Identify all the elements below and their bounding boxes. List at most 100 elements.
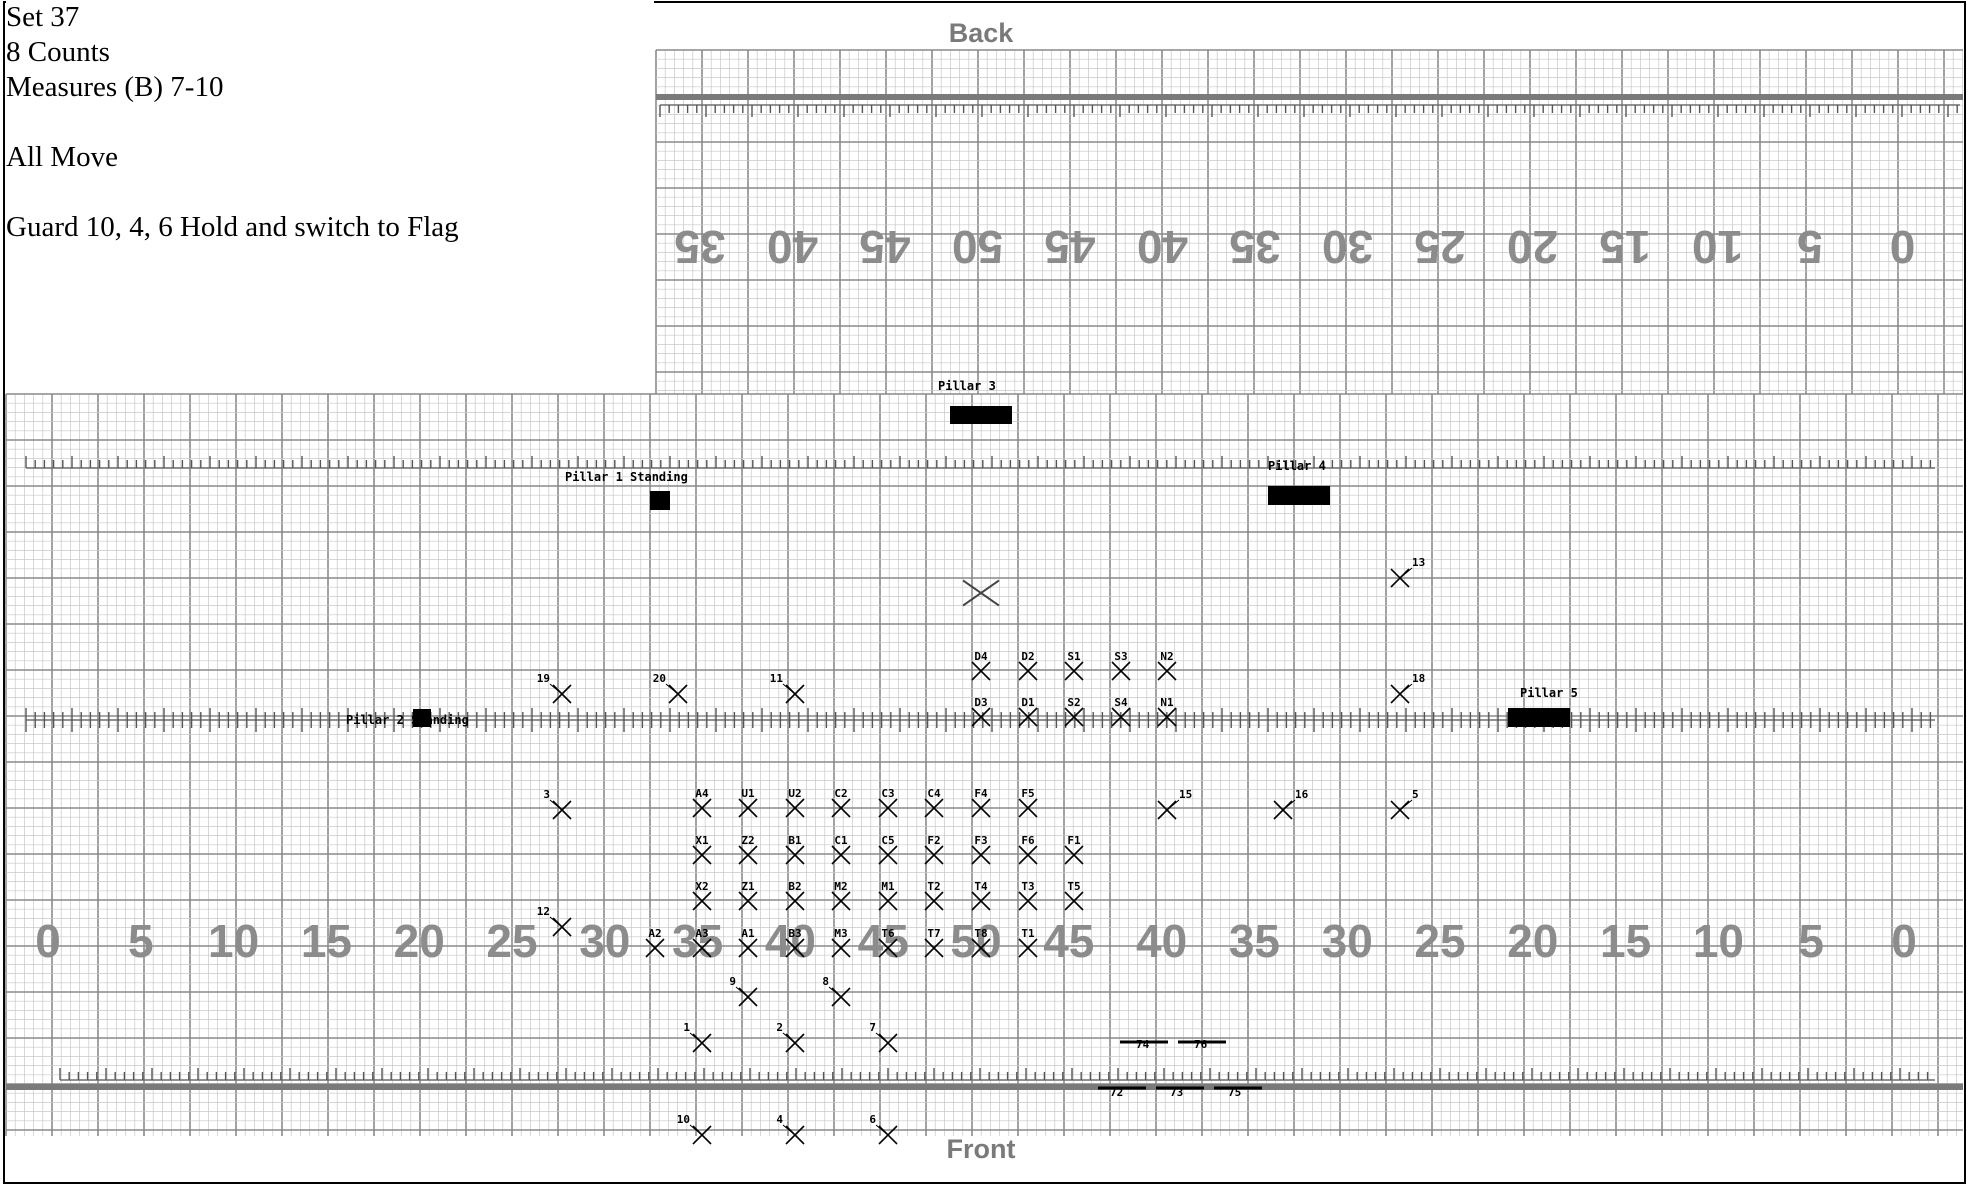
set-counts: 8 Counts [6,36,110,68]
yard-number-bottom: 15 [301,915,352,967]
performer-marker: 4 [776,1113,805,1145]
performer-label: S4 [1114,696,1128,709]
performer-marker: 13 [1390,556,1425,588]
spacer [6,105,654,140]
performer-label: 13 [1412,556,1425,569]
performer-marker: 2 [776,1021,805,1053]
performer-label: 20 [653,672,666,685]
set-measures: Measures (B) 7-10 [6,71,224,103]
marker-stroke [924,845,944,865]
performer-label: N1 [1160,696,1174,709]
performer-marker: X1 [692,834,712,865]
marker-stroke [971,707,991,727]
prop-block [1508,708,1570,727]
marker-leader [782,683,796,695]
marker-stroke [1018,707,1038,727]
performer-marker: T4 [971,880,991,911]
yard-number-top: 45 [859,221,910,273]
yard-number-bottom: 30 [1322,915,1373,967]
yard-number-bottom: 0 [35,915,61,967]
performer-marker: C4 [924,787,944,818]
marker-stroke [924,938,944,958]
marker-stroke [692,845,712,865]
performer-marker: S2 [1064,696,1084,727]
marker-stroke [692,891,712,911]
yard-number-top: 40 [1137,221,1188,273]
performer-marker: D1 [1018,696,1038,727]
marker-stroke [924,891,944,911]
set-note-guard: Guard 10, 4, 6 Hold and switch to Flag [6,211,459,243]
performer-label: T6 [881,927,895,940]
performer-marker: 12 [537,905,572,937]
yard-number-top: 45 [1044,221,1095,273]
marker-leader [782,1032,796,1044]
performer-marker: 19 [537,672,572,704]
marker-stroke [645,938,665,958]
performer-label: D3 [974,696,987,709]
marker-stroke [738,798,758,818]
bottom-yard-numbers: 0 5 10 15 20 25 30 35 40 45 50 45 40 35 30 25 20 15 10 5 0 [35,915,1917,967]
marker-stroke [831,845,851,865]
yard-number-bottom: 20 [1507,915,1558,967]
marker-leader [735,986,749,998]
yard-number-bottom: 40 [765,915,816,967]
center-mark [962,579,1000,607]
performer-marker: S1 [1064,650,1084,681]
upper-field-grid [655,49,1963,394]
performer-label: U2 [788,787,801,800]
performer-label: B2 [788,880,801,893]
performer-label: 7 [869,1021,876,1034]
marker-leader [875,1032,889,1044]
yard-number-bottom: 10 [1693,915,1744,967]
marker-leader [875,1124,889,1136]
performer-label: X1 [695,834,709,847]
performer-marker: C2 [831,787,851,818]
performer-marker: 10 [677,1113,712,1145]
performer-label: T2 [927,880,940,893]
marker-stroke [1018,891,1038,911]
marker-stroke [785,938,805,958]
yard-number-top: 10 [1692,221,1743,273]
performer-label: S1 [1067,650,1081,663]
prop-label: Pillar 3 [938,379,996,393]
marker-stroke [971,798,991,818]
performer-marker: N2 [1157,650,1177,681]
performer-label: 18 [1412,672,1425,685]
performer-marker: N1 [1157,696,1177,727]
marker-stroke [971,661,991,681]
marker-stroke [971,891,991,911]
performer-label: T3 [1021,880,1034,893]
bar-label: 73 [1170,1086,1183,1099]
performer-markers: D4 D2 S1 S3 N2 D3 D1 S2 S4 N1 A4 U1 U2 C2 C3 C4 F4 F5 X1 Z2… [537,556,1425,1145]
performer-label: C5 [881,834,894,847]
marker-leader [1282,799,1296,811]
performer-marker: B1 [785,834,805,865]
marker-stroke [1111,661,1131,681]
marker-leader [1399,567,1413,579]
marker-stroke [1157,661,1177,681]
marker-stroke [1064,891,1084,911]
yard-number-bottom: 10 [208,915,259,967]
performer-label: 19 [537,672,550,685]
performer-label: 1 [683,1021,690,1034]
lower-field-grid [5,393,1963,1136]
performer-label: 5 [1412,788,1419,801]
marker-stroke [971,938,991,958]
marker-leader [1399,683,1413,695]
yard-number-bottom: 45 [858,915,909,967]
performer-marker: T5 [1064,880,1084,911]
marker-stroke [831,798,851,818]
prop-block [650,491,670,510]
performer-label: F3 [974,834,987,847]
performer-marker: 3 [543,788,572,820]
marker-leader [549,683,563,695]
yard-number-top: 15 [1599,221,1650,273]
performer-label: F5 [1021,787,1034,800]
marker-stroke [1157,707,1177,727]
top-yard-numbers: 35 40 45 50 45 40 35 30 25 20 15 10 5 0 [674,221,1915,273]
performer-marker: A2 [645,927,665,958]
performer-label: T5 [1067,880,1080,893]
performer-marker: D3 [971,696,991,727]
yard-number-bottom: 25 [1414,915,1465,967]
marker-stroke [692,938,712,958]
